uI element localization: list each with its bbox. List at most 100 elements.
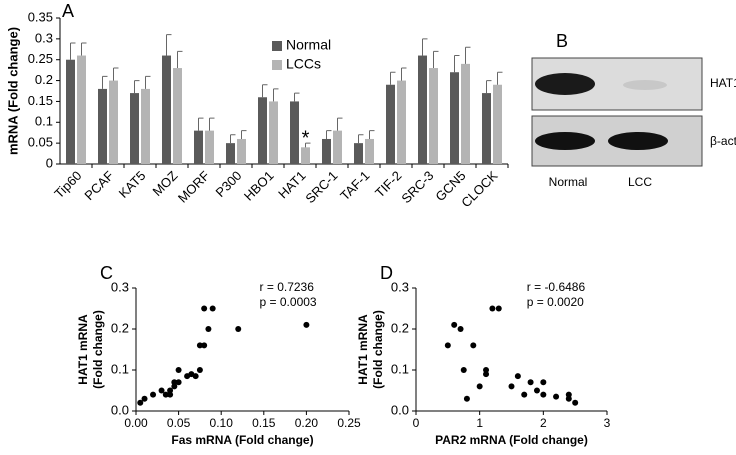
y-tick-label: 0.35 [28, 9, 53, 24]
bar [130, 93, 139, 164]
error-bar [497, 71, 503, 85]
y-tick-label: 0.2 [391, 320, 409, 335]
x-tick-label: 1 [476, 416, 483, 430]
bar [450, 72, 459, 164]
y-tick-label: 0 [46, 155, 53, 170]
error-bar [209, 117, 215, 131]
point [167, 391, 174, 398]
error-bar [390, 71, 396, 85]
bar [386, 84, 395, 164]
x-tick-label: 0.15 [252, 416, 276, 430]
point [303, 321, 310, 328]
point [196, 342, 203, 349]
error-bar [230, 134, 236, 144]
point [565, 391, 572, 398]
legend-label: Normal [286, 37, 331, 53]
bar [141, 88, 150, 164]
point [495, 305, 502, 312]
error-bar [305, 142, 311, 148]
point [209, 305, 216, 312]
bar [333, 130, 342, 164]
band [608, 132, 668, 150]
y-axis-label: (Fold change) [91, 310, 105, 389]
band [535, 132, 595, 150]
error-bar [326, 130, 332, 139]
error-bar [81, 42, 87, 56]
legend-label: LCCs [286, 56, 321, 72]
y-axis-label: mRNA (Fold change) [5, 27, 20, 155]
error-bar [486, 80, 492, 94]
y-tick-label: 0.3 [35, 30, 53, 45]
point [158, 387, 165, 394]
annotation: r = -0.6486 [527, 280, 586, 294]
x-tick-label: P300 [212, 168, 244, 200]
error-bar [294, 92, 300, 102]
bar [365, 138, 374, 164]
legend-swatch [272, 41, 282, 51]
bar [354, 143, 363, 164]
bar [66, 59, 75, 164]
y-tick-label: 0.1 [391, 361, 409, 376]
y-axis-label: (Fold change) [371, 310, 385, 389]
bar [205, 130, 214, 164]
error-bar [433, 50, 439, 69]
annotation: p = 0.0020 [527, 295, 584, 309]
bar [237, 138, 246, 164]
lane-label: LCC [628, 175, 652, 189]
point [171, 383, 178, 390]
point [192, 373, 199, 380]
bar [173, 68, 182, 164]
bar [98, 88, 107, 164]
annotation: p = 0.0003 [260, 295, 317, 309]
error-bar [198, 117, 204, 131]
bar [429, 68, 438, 164]
y-tick-label: 0.0 [391, 402, 409, 417]
error-bar [177, 50, 183, 69]
panel-label: A [62, 1, 74, 21]
panel-label: D [380, 263, 393, 283]
lane-label: Normal [549, 175, 588, 189]
point [171, 379, 178, 386]
point [235, 326, 242, 332]
x-tick-label: PCAF [81, 168, 116, 203]
band-label: β-actin [710, 134, 736, 148]
x-tick-label: HBO1 [241, 168, 277, 204]
bar [482, 93, 491, 164]
error-bar [102, 75, 108, 89]
bar [226, 143, 235, 164]
point [444, 342, 451, 349]
error-bar [70, 42, 76, 60]
error-bar [262, 84, 268, 98]
y-tick-label: 0.05 [28, 135, 53, 150]
annotation: r = 0.7236 [260, 280, 315, 294]
point [565, 395, 572, 402]
x-tick-label: 3 [604, 416, 611, 430]
error-bar [369, 130, 375, 139]
point [508, 383, 515, 390]
point [483, 367, 490, 373]
x-tick-label: 0.25 [337, 416, 361, 430]
y-tick-label: 0.3 [111, 279, 129, 294]
bar [194, 130, 203, 164]
y-axis-label: HAT1 mRNA [76, 314, 90, 385]
x-axis-label: Fas mRNA (Fold change) [171, 433, 313, 447]
error-bar [358, 134, 364, 144]
bar [77, 55, 86, 164]
y-tick-label: 0.0 [111, 402, 129, 417]
y-tick-label: 0.1 [35, 114, 53, 129]
y-tick-label: 0.1 [111, 361, 129, 376]
point [540, 391, 547, 398]
error-bar [166, 34, 172, 56]
x-tick-label: CLOCK [458, 168, 501, 211]
x-tick-label: SRC-1 [302, 168, 340, 206]
point [175, 379, 182, 386]
panel-label: B [556, 31, 568, 51]
point [162, 391, 169, 398]
x-tick-label: 0.10 [210, 416, 234, 430]
bar [461, 63, 470, 165]
bar [290, 101, 299, 164]
point [572, 399, 579, 406]
point [470, 342, 477, 349]
x-axis-label: PAR2 mRNA (Fold change) [435, 433, 588, 447]
point [196, 367, 203, 373]
